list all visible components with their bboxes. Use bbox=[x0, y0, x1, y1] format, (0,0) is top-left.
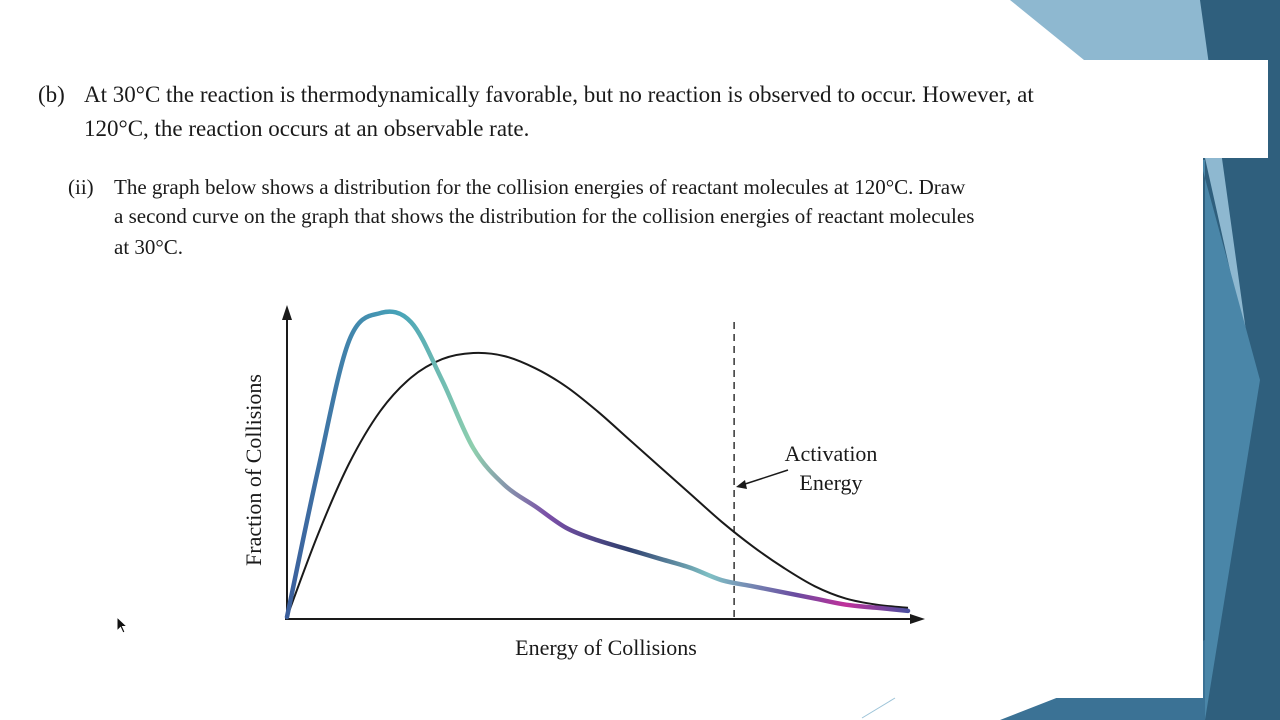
part-b-label: (b) bbox=[38, 82, 65, 107]
activation-label-line1: Activation bbox=[785, 441, 878, 466]
mouse-cursor-icon bbox=[116, 616, 129, 634]
series-line-drawn-30c bbox=[284, 309, 911, 620]
part-b-text-line2: 120°C, the reaction occurs at an observa… bbox=[84, 116, 530, 141]
part-ii-text-line2: a second curve on the graph that shows t… bbox=[114, 204, 975, 228]
part-ii-text-line1: The graph below shows a distribution for… bbox=[114, 175, 966, 199]
x-axis-label: Energy of Collisions bbox=[515, 635, 697, 660]
x-axis-arrow bbox=[910, 614, 925, 624]
activation-label-line2: Energy bbox=[799, 470, 862, 495]
content-panel bbox=[0, 150, 1203, 698]
part-ii-text-line3: at 30°C. bbox=[114, 235, 184, 259]
series-line-120c bbox=[286, 351, 909, 618]
decor-triangle-mid bbox=[1200, 160, 1260, 720]
y-axis-label: Fraction of Collisions bbox=[241, 374, 266, 566]
activation-arrow-shaft bbox=[741, 469, 789, 486]
decor-faint-line bbox=[861, 697, 896, 719]
activation-arrow-head bbox=[736, 480, 747, 489]
y-axis-arrow bbox=[282, 305, 292, 320]
part-ii-label: (ii) bbox=[68, 175, 94, 199]
series-layer bbox=[284, 309, 911, 620]
part-b-text-line1: At 30°C the reaction is thermodynamicall… bbox=[84, 82, 1034, 107]
content-panel-top bbox=[0, 60, 1268, 158]
